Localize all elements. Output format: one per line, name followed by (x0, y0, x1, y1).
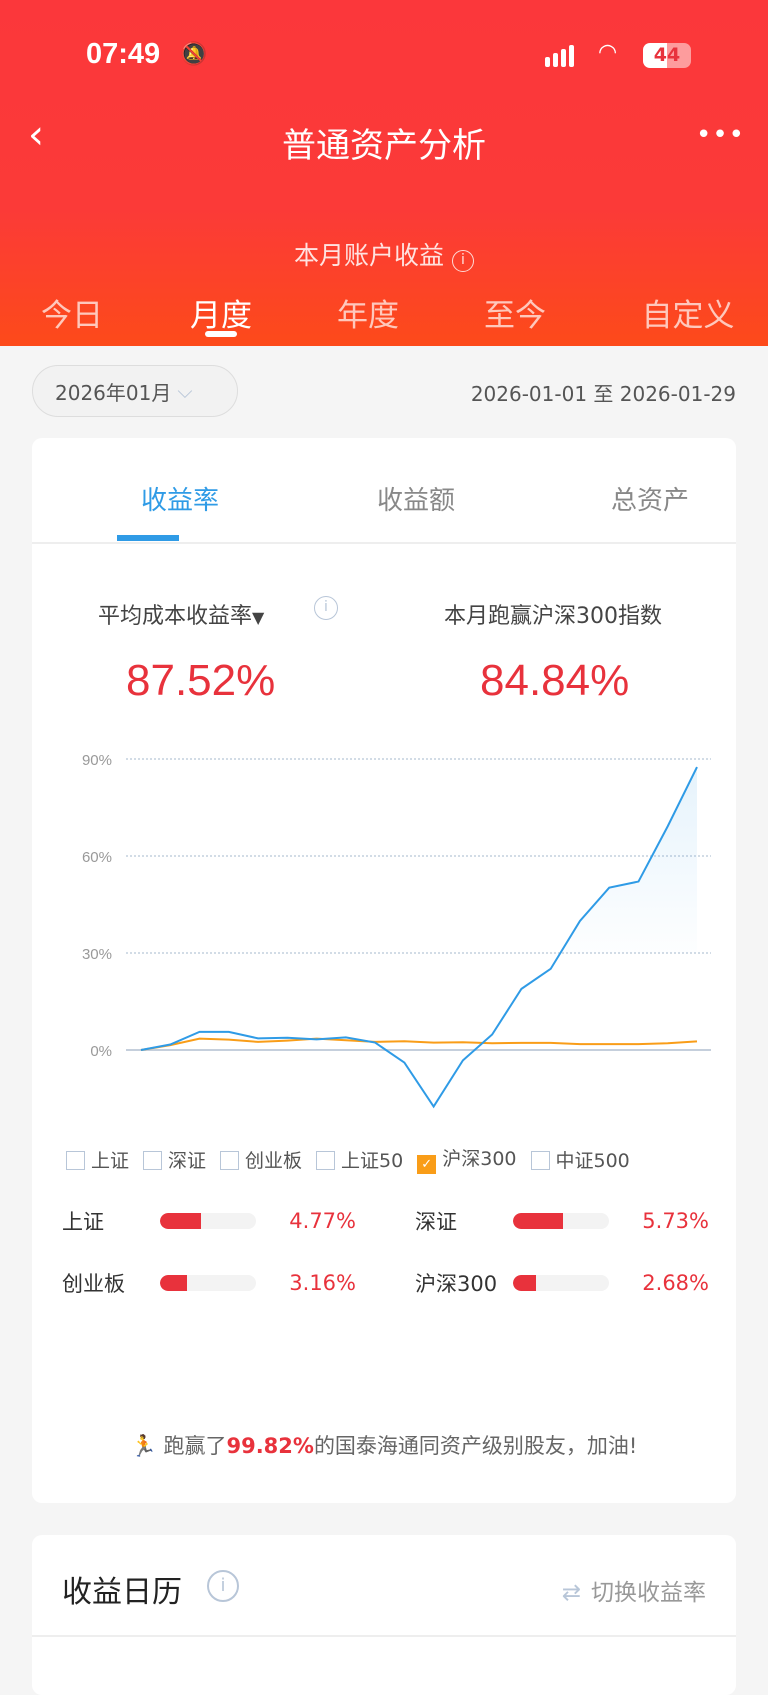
index-bar-fill (160, 1213, 201, 1229)
caret-down-icon: ▼ (252, 608, 264, 627)
return-chart: 90%60%30%0%-30%2026010120260108202601142… (32, 738, 736, 1128)
y-tick-label: 0% (90, 1043, 112, 1060)
tab-return-rate[interactable]: 收益率 (80, 480, 280, 517)
calendar-title: 收益日历 (62, 1567, 182, 1611)
active-tab-indicator (205, 331, 237, 337)
metric-right-label: 本月跑赢沪深300指数 (444, 598, 662, 630)
battery-icon: 44 (643, 43, 691, 68)
status-time: 07:49 (86, 38, 160, 71)
checkbox[interactable] (531, 1151, 550, 1170)
index-value: 2.68% (609, 1271, 709, 1295)
index-bar-fill (513, 1213, 563, 1229)
wifi-icon: ◠ (598, 40, 617, 65)
tab-indicator (117, 535, 179, 541)
index-bar (160, 1213, 256, 1229)
series-area (551, 767, 697, 969)
series-line (141, 1039, 697, 1050)
header: 07:49 🔕 ◠ 44 ‹ 普通资产分析 ••• 本月账户收益 i 今日 月度… (0, 0, 768, 346)
silent-bell-icon: 🔕 (180, 42, 207, 67)
page-title: 普通资产分析 (0, 118, 768, 167)
index-bar (160, 1275, 256, 1291)
index-label: 创业板 (62, 1268, 160, 1298)
footer-post: 的国泰海通同资产级别股友，加油! (314, 1434, 637, 1458)
legend-item[interactable]: 创业板 (220, 1146, 302, 1173)
legend-item[interactable]: ✓ 沪深300 (417, 1144, 516, 1174)
period-tab-year[interactable]: 年度 (308, 290, 428, 335)
index-row: 创业板 3.16% (62, 1268, 372, 1298)
metric-left-label-text: 平均成本收益率 (98, 604, 252, 629)
divider (32, 1635, 736, 1637)
index-bar (513, 1213, 609, 1229)
ranking-footer: 🏃 跑赢了99.82%的国泰海通同资产级别股友，加油! (32, 1430, 736, 1460)
period-tab-custom[interactable]: 自定义 (618, 290, 758, 335)
swap-icon: ⇄ (562, 1580, 581, 1606)
legend-item[interactable]: 深证 (143, 1146, 206, 1173)
index-value: 5.73% (609, 1209, 709, 1233)
metric-left-value: 87.52% (126, 656, 275, 706)
metric-left-label[interactable]: 平均成本收益率▼ (98, 598, 264, 630)
month-selector[interactable]: 2026年01月⌵ (32, 365, 238, 417)
subtitle: 本月账户收益 i (0, 236, 768, 272)
info-icon[interactable]: i (207, 1570, 239, 1602)
date-range: 2026-01-01 至 2026-01-29 (471, 378, 736, 407)
metric-right-value: 84.84% (480, 656, 629, 706)
legend-label: 上证50 (341, 1150, 403, 1172)
legend-label: 深证 (168, 1150, 206, 1172)
y-tick-label: 30% (82, 946, 112, 963)
period-tab-to-date[interactable]: 至今 (455, 290, 575, 335)
period-tab-today[interactable]: 今日 (12, 290, 132, 335)
tab-total-assets[interactable]: 总资产 (550, 480, 750, 517)
legend-label: 沪深300 (442, 1148, 516, 1170)
y-tick-label: 60% (82, 849, 112, 866)
index-bar-fill (513, 1275, 536, 1291)
signal-icon (545, 45, 574, 67)
index-value: 3.16% (256, 1271, 356, 1295)
checkbox[interactable] (66, 1151, 85, 1170)
period-tab-month[interactable]: 月度 (161, 290, 281, 335)
runner-icon: 🏃 (131, 1434, 157, 1458)
divider (32, 542, 736, 544)
more-button[interactable]: ••• (696, 120, 745, 150)
index-label: 上证 (62, 1206, 160, 1236)
subtitle-text: 本月账户收益 (294, 241, 444, 270)
index-label: 深证 (415, 1206, 513, 1236)
switch-rate-label: 切换收益率 (591, 1580, 706, 1606)
returns-card: 收益率 收益额 总资产 平均成本收益率▼ i 本月跑赢沪深300指数 87.52… (32, 438, 736, 1503)
legend-item[interactable]: 中证500 (531, 1146, 630, 1173)
index-bar (513, 1275, 609, 1291)
switch-rate-button[interactable]: ⇄ 切换收益率 (562, 1573, 706, 1607)
footer-pct: 99.82% (226, 1434, 313, 1458)
checkbox[interactable] (316, 1151, 335, 1170)
checkbox[interactable] (143, 1151, 162, 1170)
legend-label: 中证500 (556, 1150, 630, 1172)
info-icon[interactable]: i (314, 596, 338, 620)
index-row: 上证 4.77% (62, 1206, 372, 1236)
index-legend: 上证 深证 创业板 上证50 ✓ 沪深300 中证500 (66, 1144, 630, 1174)
checkbox[interactable]: ✓ (417, 1155, 436, 1174)
legend-label: 上证 (91, 1150, 129, 1172)
legend-item[interactable]: 上证50 (316, 1146, 403, 1173)
checkbox[interactable] (220, 1151, 239, 1170)
tab-return-amount[interactable]: 收益额 (316, 480, 516, 517)
index-row: 深证 5.73% (415, 1206, 725, 1236)
legend-item[interactable]: 上证 (66, 1146, 129, 1173)
legend-label: 创业板 (245, 1150, 302, 1172)
footer-pre: 跑赢了 (163, 1434, 226, 1458)
month-value: 2026年01月 (55, 377, 171, 406)
info-icon[interactable]: i (452, 250, 474, 272)
chevron-down-icon: ⌵ (177, 379, 192, 403)
index-value: 4.77% (256, 1209, 356, 1233)
y-tick-label: 90% (82, 752, 112, 769)
index-bar-fill (160, 1275, 187, 1291)
calendar-card: 收益日历 i ⇄ 切换收益率 (32, 1535, 736, 1695)
index-label: 沪深300 (415, 1268, 513, 1298)
index-row: 沪深300 2.68% (415, 1268, 725, 1298)
